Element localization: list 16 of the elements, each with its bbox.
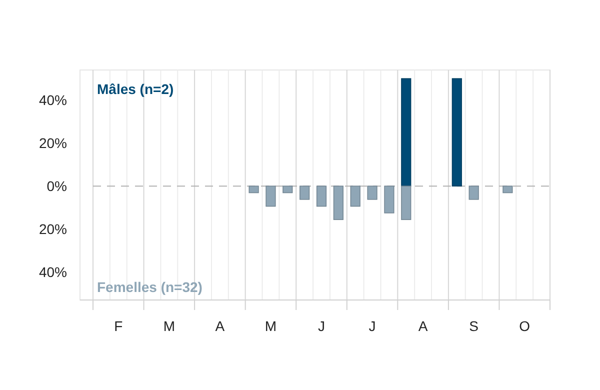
x-tick-label: A [215,318,226,334]
x-tick-label: M [163,318,176,334]
x-tick-label: M [264,318,277,334]
x-tick-label: J [368,318,376,334]
x-tick-label: O [519,318,530,334]
y-tick-label: 40% [38,264,67,280]
x-tick-label: J [318,318,325,334]
y-tick-label: 40% [38,92,67,108]
y-tick-label: 20% [38,220,67,237]
x-tick-label: F [114,318,123,334]
y-tick-label: 20% [38,134,67,151]
x-tick-label: A [418,318,428,334]
text: Femelles (n=32) [97,279,202,295]
text: Mâles (n=2) [97,81,174,97]
x-tick-label: S [469,318,479,334]
y-tick-label: 0% [46,178,67,194]
